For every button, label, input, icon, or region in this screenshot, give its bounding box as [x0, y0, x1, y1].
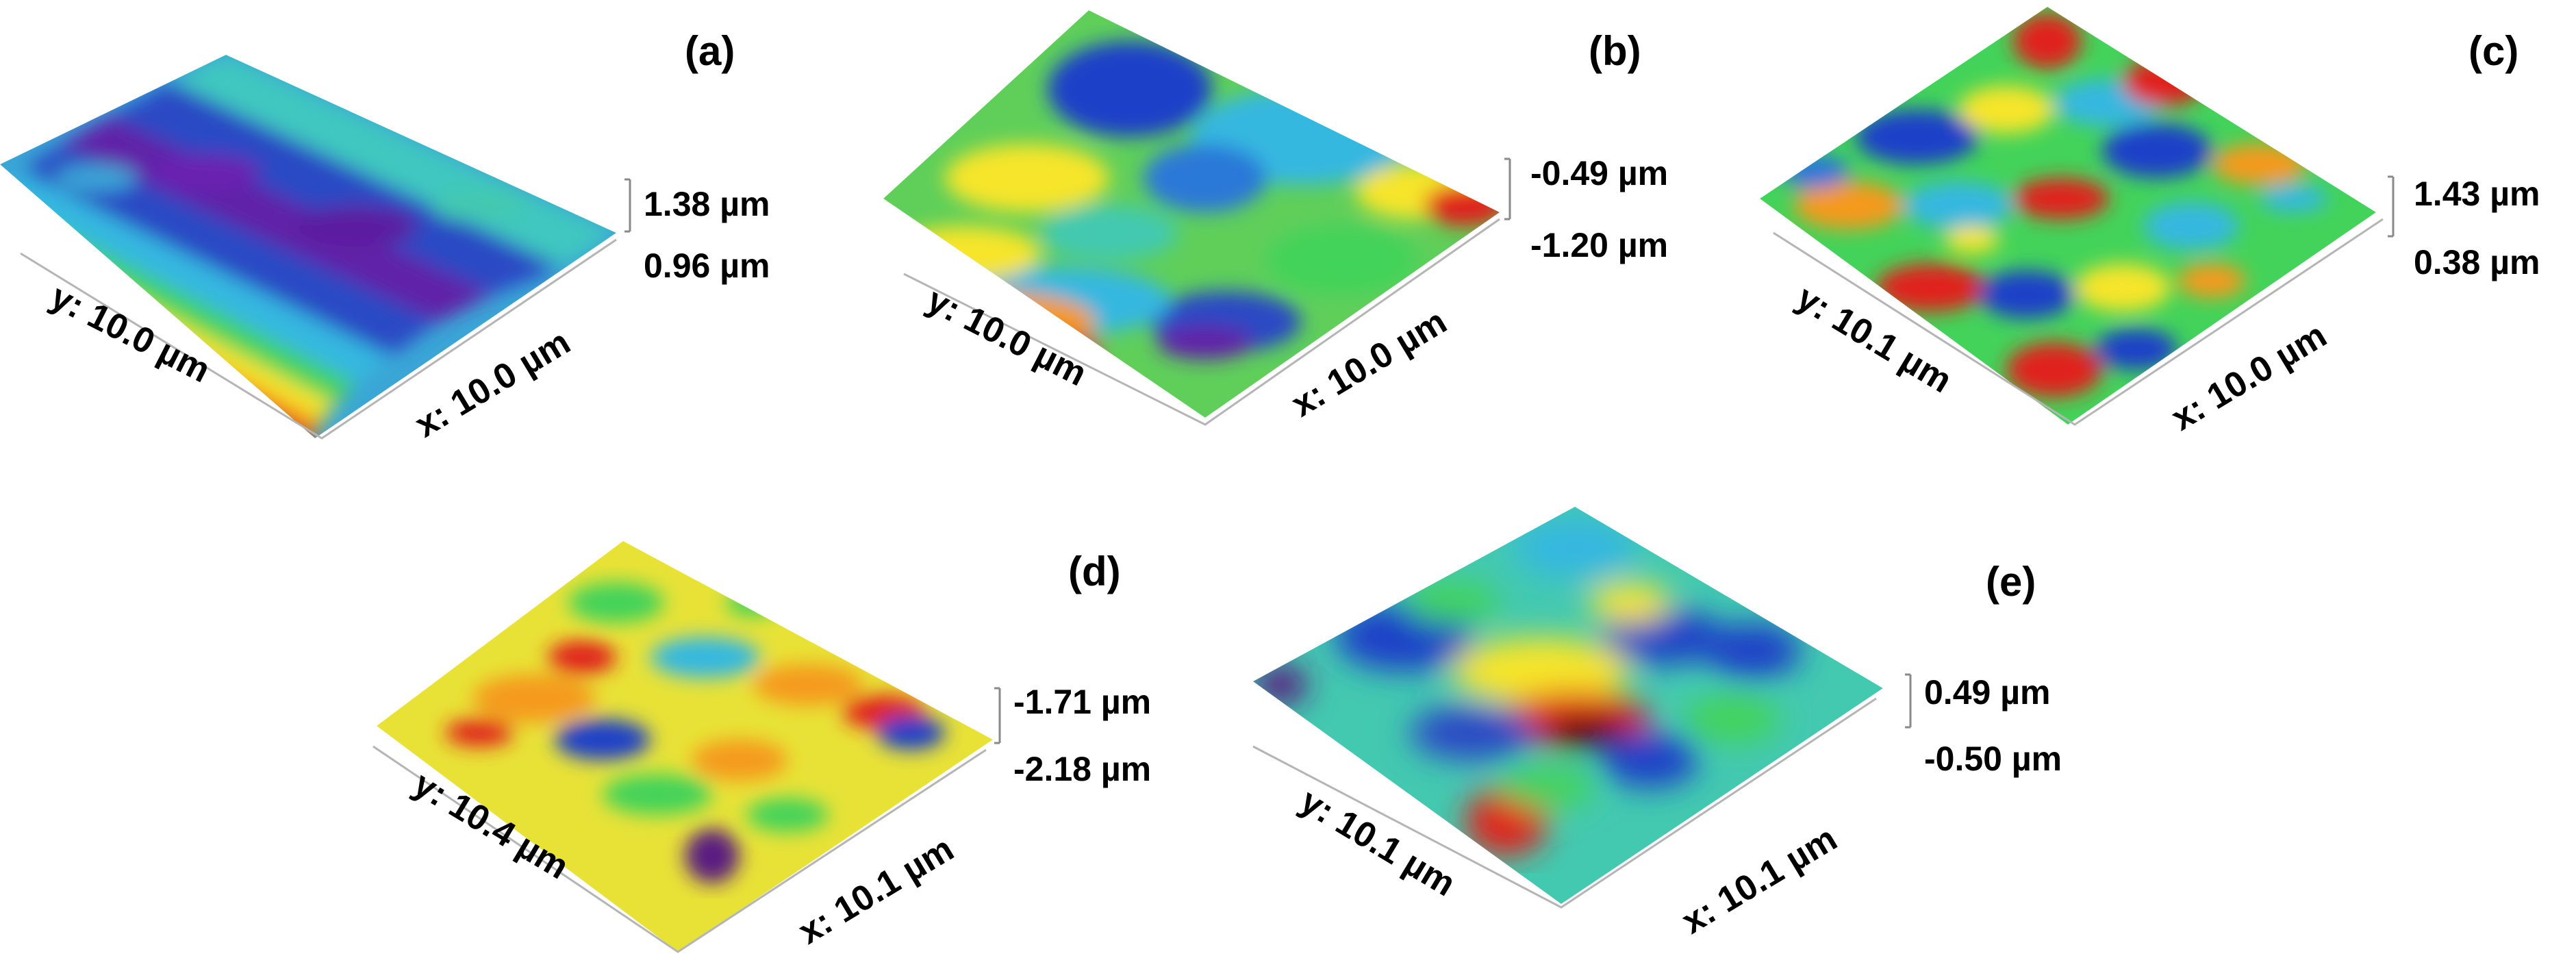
axis-frame-a — [20, 238, 617, 440]
z-max-a: 1.38 µm — [644, 185, 770, 223]
panel-d: (d) -1.71 µm -2.18 µm y: 10.4 µm x: 10.1… — [372, 541, 1151, 953]
z-min-b: -1.20 µm — [1530, 226, 1668, 264]
axis-frame-c — [1773, 218, 2384, 426]
axis-frame-b — [903, 218, 1500, 426]
panel-b: (b) -0.49 µm -1.20 µm y: 10.0 µm x: 10.0… — [883, 10, 1668, 426]
surface-c — [1760, 7, 2376, 425]
panel-e: (e) 0.49 µm -0.50 µm y: 10.1 µm x: 10.1 … — [1252, 507, 2062, 942]
panel-c: (c) 1.43 µm 0.38 µm y: 10.1 µm x: 10.0 µ… — [1760, 7, 2540, 438]
z-min-a: 0.96 µm — [644, 247, 770, 285]
panel-label-e: (e) — [1986, 559, 2036, 605]
z-min-c: 0.38 µm — [2414, 243, 2540, 281]
panel-label-c: (c) — [2468, 28, 2518, 74]
surface-d — [377, 541, 993, 952]
panel-label-d: (d) — [1068, 549, 1121, 594]
z-min-d: -2.18 µm — [1013, 750, 1151, 788]
panel-label-a: (a) — [685, 28, 735, 74]
axis-frame-d — [372, 745, 987, 953]
z-max-b: -0.49 µm — [1530, 154, 1668, 192]
z-max-e: 0.49 µm — [1924, 673, 2050, 712]
panel-a: (a) 1.38 µm 0.96 µm y: 10.0 µm x: 10.0 µ… — [0, 28, 770, 445]
surface-a — [0, 55, 616, 438]
panel-label-b: (b) — [1589, 28, 1641, 74]
z-min-e: -0.50 µm — [1924, 740, 2062, 778]
surface-e — [1253, 507, 1883, 904]
axis-frame-e — [1252, 697, 1877, 909]
z-max-c: 1.43 µm — [2414, 175, 2540, 213]
z-max-d: -1.71 µm — [1013, 683, 1151, 721]
x-axis-label-e: x: 10.1 µm — [1675, 818, 1843, 942]
